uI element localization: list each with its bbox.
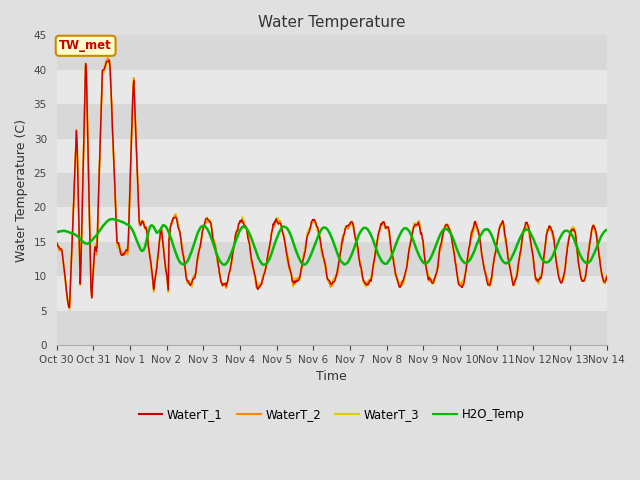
WaterT_1 [63, 288, 70, 293]
Line: WaterT_3: WaterT_3 [56, 60, 607, 310]
H2O_Temp [109, 216, 116, 222]
WaterT_3 [400, 278, 408, 284]
Line: WaterT_2: WaterT_2 [56, 58, 607, 305]
Text: TW_met: TW_met [60, 39, 112, 52]
Bar [56, 276, 607, 311]
Line: WaterT_1: WaterT_1 [56, 60, 607, 307]
WaterT_3 [603, 273, 611, 278]
H2O_Temp [603, 227, 611, 233]
WaterT_1 [177, 233, 184, 239]
X-axis label: Time: Time [316, 370, 347, 384]
WaterT_3 [63, 288, 70, 294]
Bar [56, 139, 607, 173]
WaterT_3 [205, 217, 213, 223]
WaterT_3 [106, 57, 113, 63]
Bar [56, 36, 607, 70]
Line: H2O_Temp: H2O_Temp [56, 219, 607, 265]
H2O_Temp [63, 228, 70, 234]
WaterT_1 [416, 226, 424, 231]
WaterT_2 [177, 233, 184, 239]
WaterT_2 [104, 55, 111, 61]
WaterT_2 [63, 290, 70, 296]
Bar [56, 311, 607, 345]
WaterT_1 [603, 275, 611, 280]
WaterT_3 [52, 243, 60, 249]
Bar [56, 207, 607, 242]
Legend: WaterT_1, WaterT_2, WaterT_3, H2O_Temp: WaterT_1, WaterT_2, WaterT_3, H2O_Temp [134, 404, 529, 426]
WaterT_1 [205, 218, 213, 224]
WaterT_3 [66, 307, 74, 313]
Bar [56, 242, 607, 276]
Y-axis label: Water Temperature (C): Water Temperature (C) [15, 119, 28, 262]
WaterT_2 [65, 302, 72, 308]
WaterT_1 [66, 304, 74, 310]
WaterT_1 [106, 57, 113, 63]
WaterT_2 [52, 240, 60, 246]
WaterT_3 [121, 251, 129, 257]
WaterT_2 [416, 225, 424, 230]
H2O_Temp [52, 228, 60, 234]
Title: Water Temperature: Water Temperature [258, 15, 405, 30]
WaterT_2 [400, 276, 408, 281]
Bar [56, 173, 607, 207]
H2O_Temp [220, 262, 228, 268]
H2O_Temp [400, 226, 408, 231]
Bar [56, 104, 607, 139]
H2O_Temp [205, 229, 212, 235]
WaterT_1 [52, 239, 60, 245]
H2O_Temp [176, 259, 184, 265]
WaterT_3 [416, 222, 424, 228]
WaterT_3 [177, 234, 184, 240]
WaterT_1 [121, 251, 129, 256]
WaterT_2 [205, 219, 213, 225]
WaterT_2 [603, 273, 611, 278]
Bar [56, 70, 607, 104]
H2O_Temp [416, 254, 424, 260]
WaterT_1 [400, 275, 408, 280]
H2O_Temp [120, 220, 128, 226]
WaterT_2 [121, 252, 129, 257]
